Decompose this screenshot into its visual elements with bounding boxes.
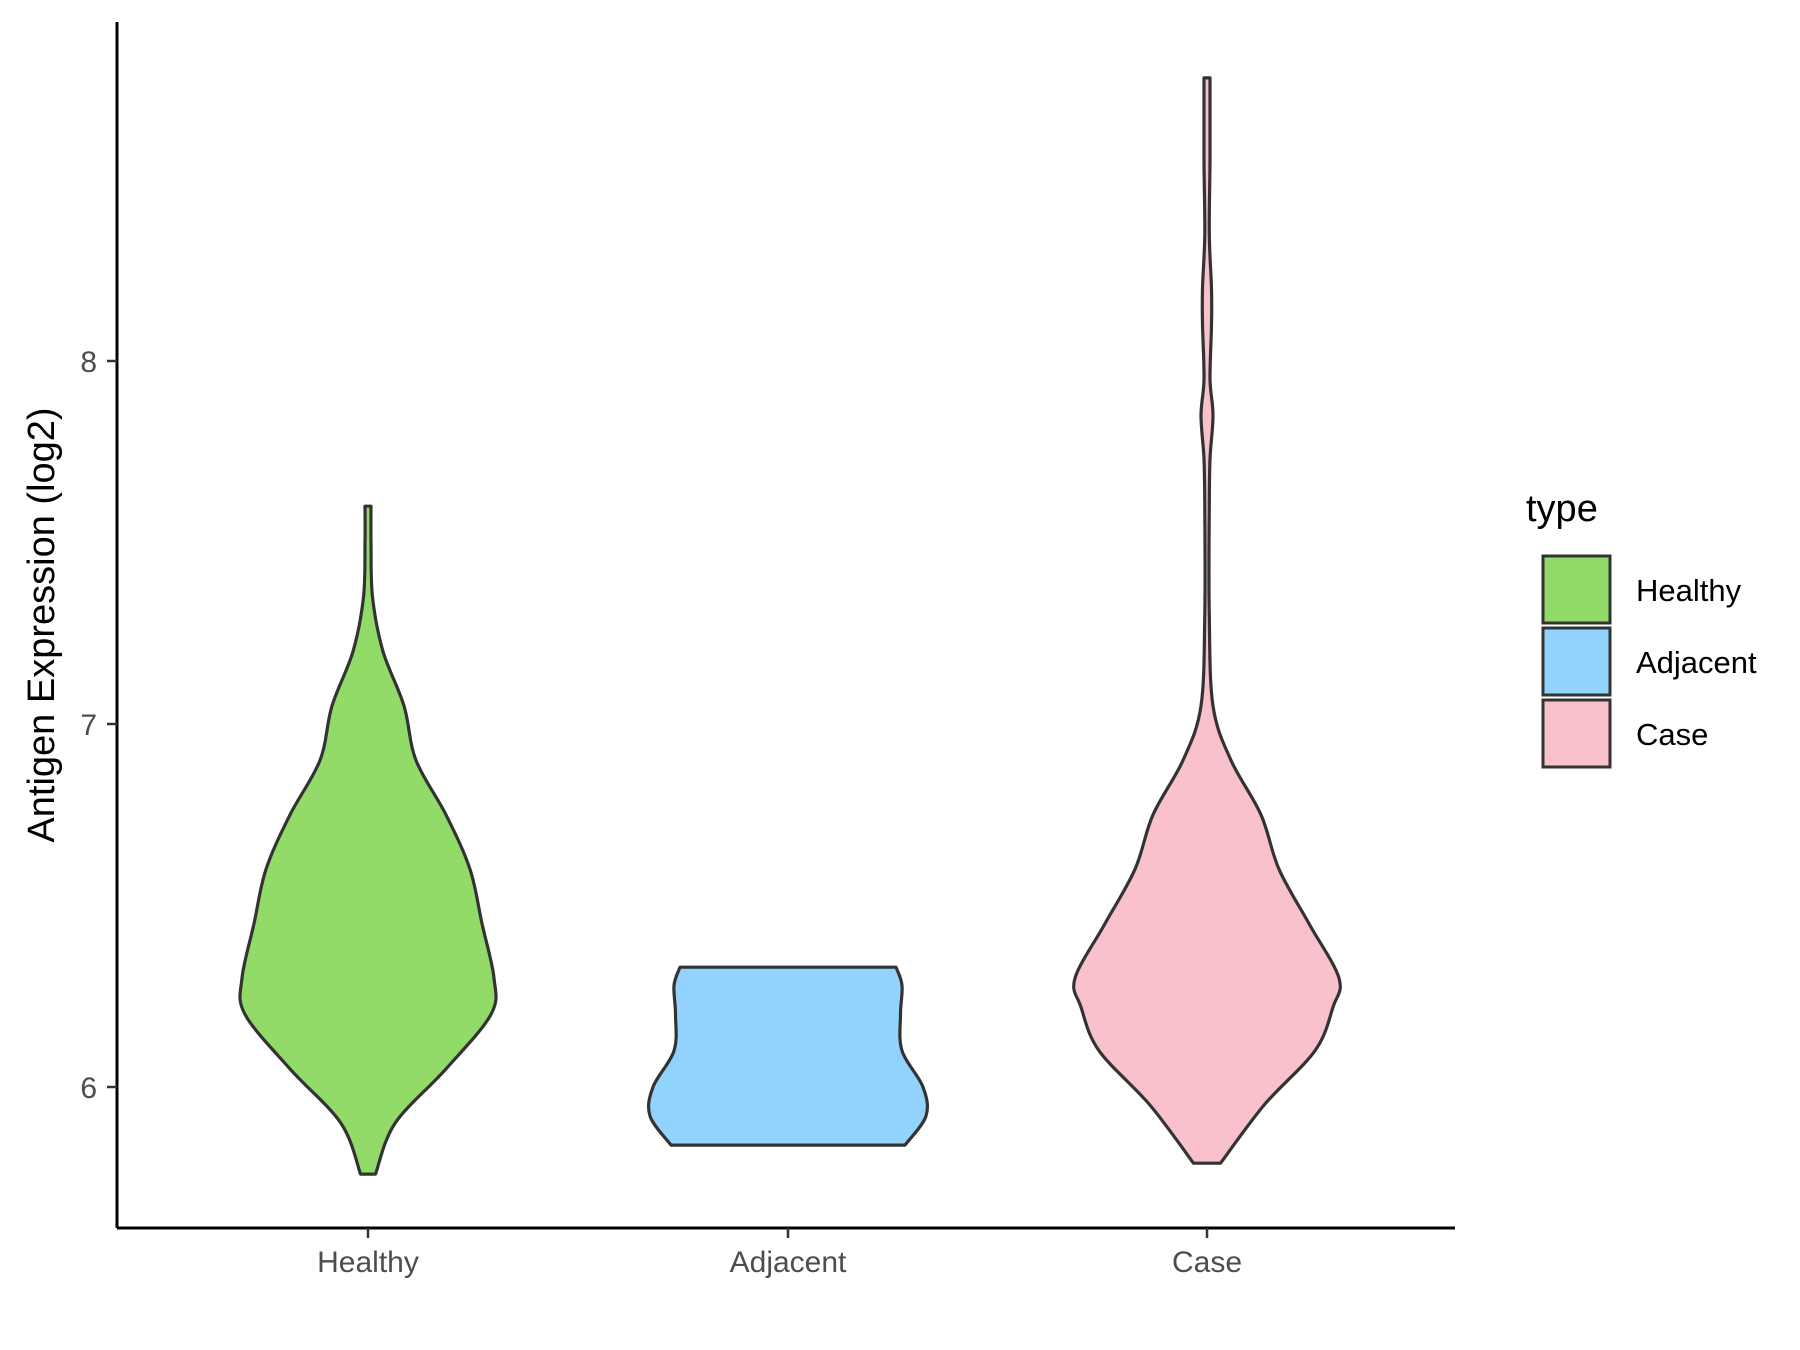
violin-group [238, 76, 1342, 1176]
legend-swatch-healthy [1541, 554, 1612, 625]
legend-swatch-adjacent [1541, 626, 1612, 697]
violin-case [1072, 76, 1342, 1165]
axes [115, 22, 1455, 1230]
violin-adjacent [646, 965, 930, 1147]
y-tick-label: 7 [80, 709, 97, 742]
violin-healthy [238, 504, 498, 1176]
legend-swatch-case [1541, 698, 1612, 769]
x-tick-label: Adjacent [730, 1246, 847, 1279]
legend-title: type [1526, 488, 1598, 530]
y-tick-label: 6 [80, 1072, 97, 1105]
x-tick-label: Healthy [317, 1246, 419, 1279]
legend: type Healthy Adjacent Case [1526, 488, 1757, 769]
x-tick-label: Case [1172, 1246, 1242, 1279]
legend-label-healthy: Healthy [1636, 573, 1742, 608]
y-axis-title: Antigen Expression (log2) [21, 407, 63, 842]
y-tick-label: 8 [80, 346, 97, 379]
legend-label-adjacent: Adjacent [1636, 645, 1757, 680]
y-ticks: 6 7 8 [80, 346, 117, 1105]
legend-label-case: Case [1636, 717, 1708, 752]
x-ticks: Healthy Adjacent Case [317, 1228, 1242, 1279]
